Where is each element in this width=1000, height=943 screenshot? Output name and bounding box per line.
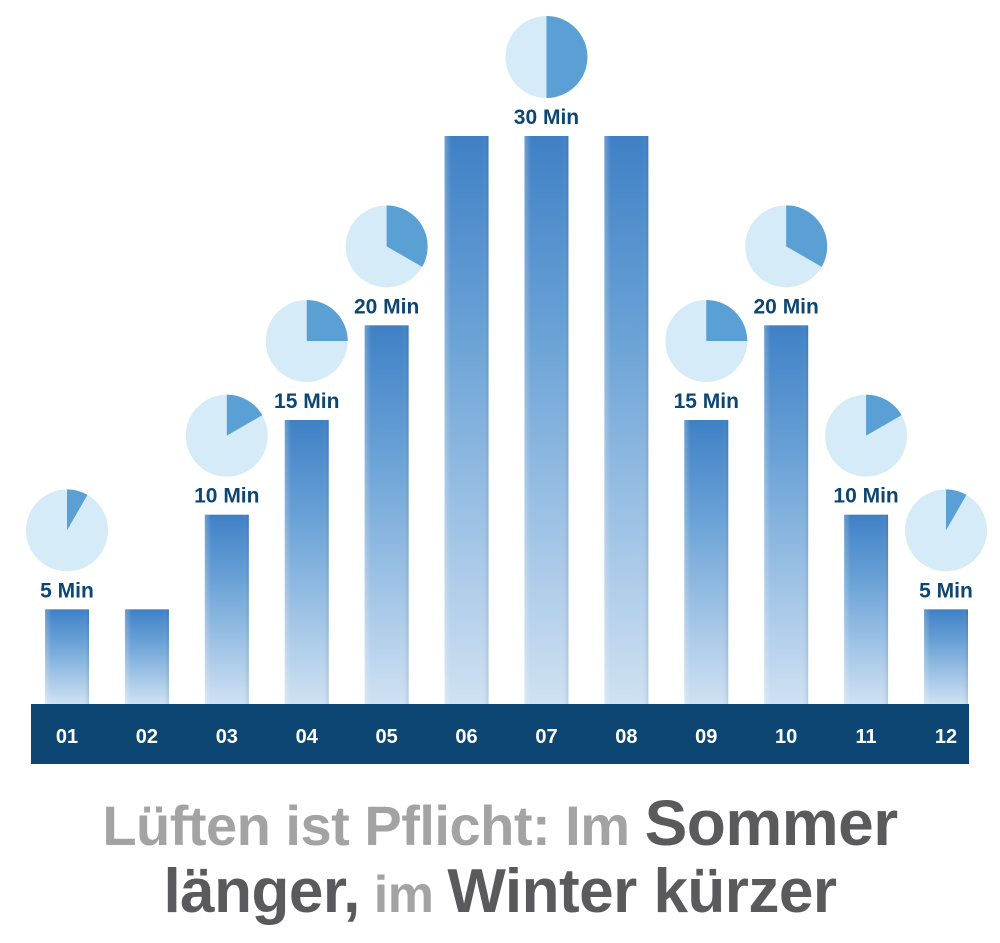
x-tick-05: 05	[376, 726, 398, 748]
caption-line2-part2: im	[359, 866, 448, 924]
x-tick-07: 07	[535, 726, 557, 748]
x-tick-03: 03	[216, 726, 238, 748]
pie-slice-07	[546, 16, 588, 98]
pie-slice-10	[786, 205, 828, 267]
value-label-03: 10 Min	[194, 485, 259, 508]
pie-slice-12	[946, 489, 967, 531]
x-tick-04: 04	[296, 726, 319, 748]
bar-shade-04	[284, 420, 329, 704]
x-tick-06: 06	[455, 726, 477, 748]
pie-slice-03	[226, 394, 263, 436]
bar-shade-07	[524, 136, 569, 704]
bar-shade-05	[364, 325, 409, 704]
x-tick-12: 12	[935, 726, 957, 748]
bar-shade-11	[844, 514, 889, 704]
bar-shade-10	[764, 325, 809, 704]
bar-chart: 5 Min 10 Min 15 Min 20 Min 30 Min 15 Min 20 Mi…	[26, 16, 987, 764]
value-label-12: 5 Min	[919, 579, 973, 602]
x-tick-09: 09	[695, 726, 717, 748]
x-tick-11: 11	[856, 726, 877, 748]
pie-clocks	[26, 16, 987, 572]
bar-shade-09	[684, 420, 729, 704]
x-tick-02: 02	[136, 726, 158, 748]
caption-line1-part1: Lüften ist Pflicht: Im	[102, 794, 645, 857]
x-tick-01: 01	[56, 726, 78, 748]
bar-shade-02	[124, 609, 169, 704]
value-label-11: 10 Min	[833, 485, 898, 508]
bar-shade-08	[604, 136, 649, 704]
pie-slice-01	[67, 489, 88, 531]
caption-line-2: länger, im Winter kürzer	[0, 856, 1000, 927]
month-axis-band	[31, 704, 969, 764]
pie-slice-04	[306, 299, 348, 341]
pie-slice-05	[386, 205, 428, 267]
value-label-10: 20 Min	[754, 295, 819, 318]
x-tick-08: 08	[615, 726, 637, 748]
pie-slice-09	[706, 300, 748, 341]
bar-shade-03	[204, 514, 249, 704]
value-label-09: 15 Min	[674, 390, 739, 413]
caption-line1-part2: Sommer	[644, 787, 899, 859]
x-tick-10: 10	[775, 726, 797, 748]
bar-shade-06	[444, 136, 489, 704]
bar-shade-01	[45, 609, 89, 704]
pie-slice-11	[866, 394, 902, 436]
caption-line2-part1: länger,	[163, 857, 360, 926]
caption-line-1: Lüften ist Pflicht: Im Sommer	[0, 786, 1000, 860]
value-labels: 5 Min 10 Min 15 Min 20 Min 30 Min 15 Min 20 Mi…	[40, 106, 973, 602]
caption-line2-part3: Winter kürzer	[447, 857, 837, 926]
value-label-01: 5 Min	[40, 579, 94, 602]
bars	[45, 136, 968, 704]
value-label-05: 20 Min	[354, 295, 419, 318]
value-label-07: 30 Min	[514, 106, 579, 129]
x-tick-labels: 01 02 03 04 05 06 07 08 09 10 11 12	[56, 726, 957, 748]
bar-shade-12	[924, 609, 968, 704]
value-label-04: 15 Min	[274, 390, 339, 413]
